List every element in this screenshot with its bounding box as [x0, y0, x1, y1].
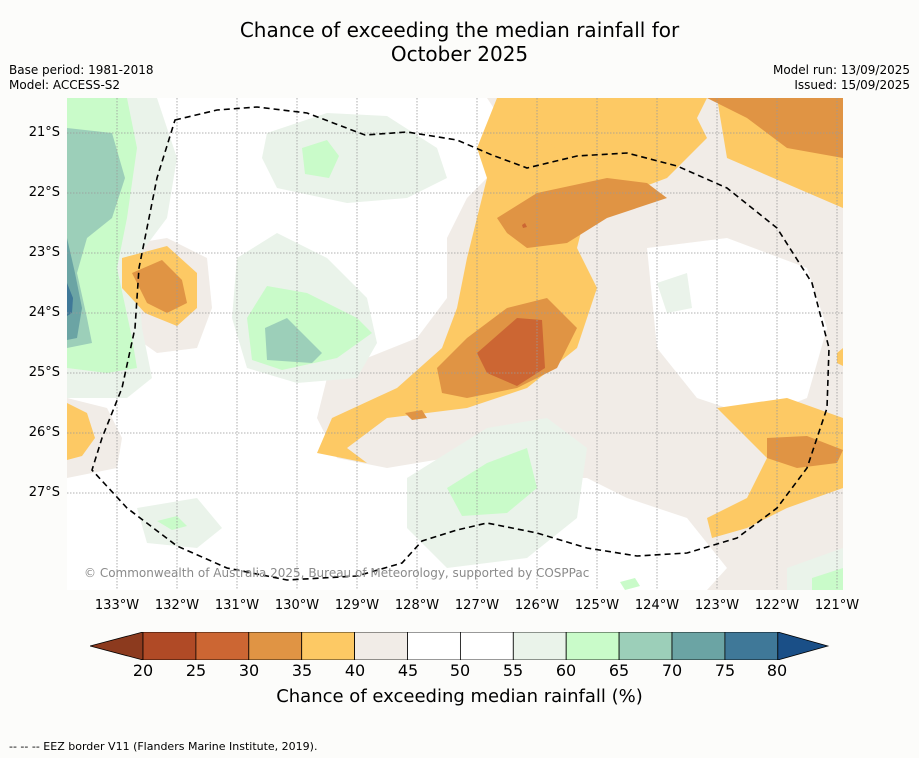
- colorbar-arrow-high: [777, 632, 830, 660]
- colorbar-tick: 40: [344, 661, 366, 680]
- region-55-lightgreen-e: [657, 273, 692, 313]
- region-50-white-southeast: [587, 498, 727, 590]
- region-60-green-small: [620, 578, 640, 590]
- lon-label: 127°W: [454, 598, 500, 613]
- colorbar-cell: [512, 632, 567, 660]
- lon-label: 131°W: [214, 598, 260, 613]
- colorbar-tick: 35: [291, 661, 313, 680]
- colorbar-cell: [301, 632, 355, 660]
- colorbar-cell: [565, 632, 620, 660]
- colorbar-tick: 30: [238, 661, 260, 680]
- colorbar-cell: [407, 632, 461, 660]
- colorbar-tick: 55: [502, 661, 524, 680]
- title-line-1: Chance of exceeding the median rainfall …: [239, 18, 680, 42]
- region-40-yellow-e2: [837, 348, 843, 366]
- region-65-teal-center: [265, 318, 322, 363]
- region-55-lightgreen-north: [262, 113, 447, 203]
- meta-right: Model run: 13/09/2025 Issued: 15/09/2025: [773, 63, 910, 93]
- graticule: [67, 98, 843, 590]
- colorbar-arrow-low: [90, 632, 144, 660]
- lon-label: 133°W: [94, 598, 140, 613]
- colorbar-tick: 75: [714, 661, 736, 680]
- colorbar-cell: [195, 632, 250, 660]
- lon-label: 128°W: [394, 598, 440, 613]
- lat-label: 24°S: [28, 305, 60, 320]
- colorbar-cell: [142, 632, 197, 660]
- colorbar-cell: [459, 632, 514, 660]
- base-period: Base period: 1981-2018: [9, 63, 154, 77]
- colorbar-cell: [618, 632, 673, 660]
- region-60-green-se: [812, 568, 843, 590]
- region-30-red-n: [522, 223, 527, 228]
- lat-label: 21°S: [28, 125, 60, 140]
- region-30-red-c: [477, 318, 545, 386]
- meta-left: Base period: 1981-2018 Model: ACCESS-S2: [9, 63, 154, 93]
- colorbar-cell: [248, 632, 303, 660]
- lon-label: 122°W: [754, 598, 800, 613]
- lon-label: 125°W: [574, 598, 620, 613]
- lon-label: 132°W: [154, 598, 200, 613]
- lat-label: 25°S: [28, 365, 60, 380]
- region-60-green-north: [302, 140, 339, 178]
- colorbar-tick: 65: [608, 661, 630, 680]
- lat-label: 23°S: [28, 245, 60, 260]
- lon-label: 123°W: [694, 598, 740, 613]
- model-run: Model run: 13/09/2025: [772, 63, 910, 77]
- issued-date: Issued: 15/09/2025: [794, 78, 910, 92]
- colorbar-cell: [671, 632, 726, 660]
- model-name: Model: ACCESS-S2: [9, 78, 121, 92]
- lat-label: 22°S: [28, 185, 60, 200]
- region-75-darkblue-west: [67, 283, 73, 316]
- rainfall-map: [67, 98, 843, 590]
- region-60-green-south: [447, 448, 537, 516]
- lon-label: 124°W: [634, 598, 680, 613]
- copyright-notice: © Commonwealth of Australia 2025, Bureau…: [84, 566, 590, 580]
- colorbar-tick: 20: [132, 661, 154, 680]
- lat-label: 27°S: [28, 485, 60, 500]
- region-35-orange-ne: [707, 98, 843, 158]
- region-35-orange-w: [132, 260, 187, 313]
- colorbar: [90, 632, 830, 660]
- region-45-beige-north: [317, 98, 843, 590]
- map-title: Chance of exceeding the median rainfall …: [0, 18, 919, 66]
- region-60-green-sw: [157, 516, 187, 530]
- lon-label: 121°W: [814, 598, 860, 613]
- eez-footer-note: -- -- -- EEZ border V11 (Flanders Marine…: [9, 740, 318, 753]
- region-65-teal-west: [67, 128, 125, 348]
- eez-border: [91, 106, 830, 581]
- region-40-yellow-top: [497, 98, 843, 208]
- lat-label: 26°S: [28, 425, 60, 440]
- colorbar-tick: 80: [766, 661, 788, 680]
- colorbar-tick: 50: [449, 661, 471, 680]
- colorbar-tick: 45: [397, 661, 419, 680]
- region-35-orange-s: [405, 410, 427, 420]
- colorbar-tick: 60: [555, 661, 577, 680]
- region-70-blue-west: [67, 238, 82, 340]
- lon-label: 129°W: [334, 598, 380, 613]
- colorbar-cell: [724, 632, 779, 660]
- lon-label: 130°W: [274, 598, 320, 613]
- region-35-orange-e: [767, 436, 843, 468]
- colorbar-cell: [354, 632, 408, 660]
- region-40-yellow-sw: [67, 403, 95, 460]
- colorbar-tick: 70: [661, 661, 683, 680]
- region-35-orange-n: [497, 178, 667, 248]
- title-line-2: October 2025: [390, 42, 529, 66]
- lon-label: 126°W: [514, 598, 560, 613]
- colorbar-label: Chance of exceeding median rainfall (%): [276, 686, 643, 707]
- colorbar-tick: 25: [185, 661, 207, 680]
